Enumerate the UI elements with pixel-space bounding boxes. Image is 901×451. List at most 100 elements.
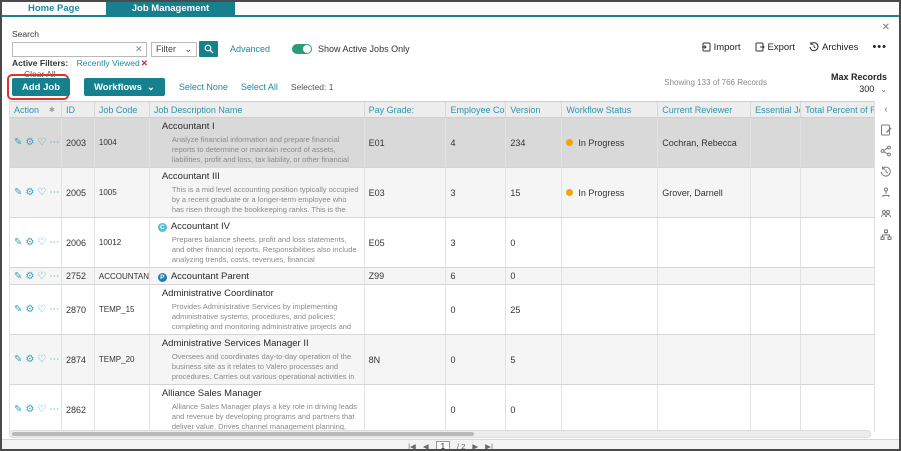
heart-icon[interactable]: ♡ <box>37 354 46 365</box>
chevron-down-icon: ⌄ <box>147 82 155 93</box>
add-job-button[interactable]: Add Job <box>12 78 70 96</box>
team-settings-icon[interactable] <box>880 208 892 220</box>
select-none-link[interactable]: Select None <box>179 82 228 92</box>
advanced-link[interactable]: Advanced <box>230 44 270 54</box>
share-network-icon[interactable] <box>880 145 892 157</box>
gear-icon[interactable]: ⚙ <box>25 187 34 198</box>
heart-icon[interactable]: ♡ <box>37 237 46 248</box>
more-icon[interactable]: ⋯ <box>49 354 59 365</box>
collapse-panel-chevron-icon[interactable]: ‹ <box>884 105 887 115</box>
gear-icon[interactable]: ⚙ <box>25 137 34 148</box>
workflows-button[interactable]: Workflows ⌄ <box>84 78 165 96</box>
org-hierarchy-person-icon[interactable] <box>880 187 892 199</box>
cell-job-code: 10012 <box>95 218 150 267</box>
table-row[interactable]: ✎ ⚙ ♡ ⋯ 2870 TEMP_15 Administrative Coor… <box>10 285 877 335</box>
more-icon[interactable]: ⋯ <box>49 237 59 248</box>
cell-total-percent-remote <box>801 335 877 384</box>
gear-icon[interactable]: ⚙ <box>25 237 34 248</box>
header-workflow-status[interactable]: Workflow Status <box>562 102 658 117</box>
remove-filter-icon[interactable]: ✕ <box>141 58 148 68</box>
more-icon[interactable]: ⋯ <box>49 404 59 415</box>
header-current-reviewer[interactable]: Current Reviewer <box>658 102 751 117</box>
cell-employee-count: 6 <box>446 268 506 284</box>
org-chart-icon[interactable] <box>880 229 892 241</box>
edit-icon[interactable]: ✎ <box>14 304 22 315</box>
table-row[interactable]: ✎ ⚙ ♡ ⋯ 2874 TEMP_20 Administrative Serv… <box>10 335 877 385</box>
heart-icon[interactable]: ♡ <box>37 404 46 415</box>
edit-icon[interactable]: ✎ <box>14 354 22 365</box>
close-icon[interactable]: ✕ <box>882 22 890 33</box>
gear-icon[interactable]: ⚙ <box>25 404 34 415</box>
table-row[interactable]: ✎ ⚙ ♡ ⋯ 2003 1004 Accountant I Analyze f… <box>10 118 877 168</box>
cell-job-code: 1004 <box>95 118 150 167</box>
heart-icon[interactable]: ♡ <box>37 137 46 148</box>
header-essential-job[interactable]: Essential Job <box>751 102 801 117</box>
parent-job-badge: P <box>158 273 167 282</box>
job-description-preview-icon[interactable] <box>880 124 892 136</box>
last-page-icon[interactable]: ▶| <box>485 442 493 451</box>
heart-icon[interactable]: ♡ <box>37 187 46 198</box>
header-id[interactable]: ID <box>62 102 95 117</box>
table-row[interactable]: ✎ ⚙ ♡ ⋯ 2752 ACCOUNTANT PAccountant Pare… <box>10 268 877 285</box>
cell-pay-grade <box>365 285 447 334</box>
header-employee-count[interactable]: Employee Count <box>446 102 506 117</box>
header-total-percent-remote[interactable]: Total Percent of Remote <box>801 102 877 117</box>
cell-version: 25 <box>506 285 562 334</box>
edit-icon[interactable]: ✎ <box>14 271 22 282</box>
more-icon[interactable]: ⋯ <box>49 187 59 198</box>
active-filters-label: Active Filters: <box>12 58 68 68</box>
export-button[interactable]: Export <box>755 42 795 53</box>
search-input[interactable] <box>12 42 147 57</box>
heart-icon[interactable]: ♡ <box>37 271 46 282</box>
max-records-dropdown[interactable]: 300⌄ <box>831 84 887 94</box>
more-icon[interactable]: ⋯ <box>49 137 59 148</box>
current-page-input[interactable]: 1 <box>436 441 450 451</box>
filter-dropdown[interactable]: Filter ⌄ <box>151 42 197 57</box>
scrollbar-thumb[interactable] <box>12 432 474 436</box>
edit-icon[interactable]: ✎ <box>14 137 22 148</box>
history-icon[interactable] <box>880 166 892 178</box>
show-active-jobs-toggle[interactable] <box>292 44 312 54</box>
gear-icon[interactable]: ⚙ <box>25 354 34 365</box>
pin-icon[interactable]: ✱ <box>49 106 55 114</box>
cell-job-description: Accountant III This is a mid level accou… <box>150 168 365 217</box>
status-dot-icon <box>566 139 573 146</box>
cell-id: 2006 <box>62 218 95 267</box>
header-action[interactable]: Action✱ <box>10 102 62 117</box>
header-job-description-name[interactable]: Job Description Name <box>150 102 365 117</box>
import-button[interactable]: Import <box>701 42 741 53</box>
edit-icon[interactable]: ✎ <box>14 237 22 248</box>
search-button[interactable] <box>199 41 218 57</box>
table-row[interactable]: ✎ ⚙ ♡ ⋯ 2862 Alliance Sales Manager Alli… <box>10 385 877 432</box>
header-version[interactable]: Version <box>506 102 562 117</box>
edit-icon[interactable]: ✎ <box>14 187 22 198</box>
job-description-text: Oversees and coordinates day-to-day oper… <box>172 352 360 382</box>
table-row[interactable]: ✎ ⚙ ♡ ⋯ 2005 1005 Accountant III This is… <box>10 168 877 218</box>
edit-icon[interactable]: ✎ <box>14 404 22 415</box>
search-clear-icon[interactable]: ✕ <box>135 44 147 55</box>
first-page-icon[interactable]: |◀ <box>408 442 416 451</box>
max-records: Max Records 300⌄ <box>831 72 887 94</box>
tab-home-page[interactable]: Home Page <box>2 2 106 15</box>
job-title: Accountant III <box>162 171 220 182</box>
archives-button[interactable]: Archives <box>809 42 858 53</box>
header-job-code[interactable]: Job Code <box>95 102 150 117</box>
header-pay-grade[interactable]: Pay Grade: <box>365 102 447 117</box>
more-options-icon[interactable]: ••• <box>872 41 887 53</box>
heart-icon[interactable]: ♡ <box>37 304 46 315</box>
tab-job-management[interactable]: Job Management <box>106 2 236 15</box>
previous-page-icon[interactable]: ◀ <box>423 442 429 451</box>
cell-version: 15 <box>506 168 562 217</box>
filter-chip-recently-viewed[interactable]: Recently Viewed✕ <box>77 58 148 68</box>
table-row[interactable]: ✎ ⚙ ♡ ⋯ 2006 10012 CAccountant IV Prepar… <box>10 218 877 268</box>
job-title: Administrative Coordinator <box>162 288 274 299</box>
select-all-link[interactable]: Select All <box>241 82 278 92</box>
more-icon[interactable]: ⋯ <box>49 304 59 315</box>
gear-icon[interactable]: ⚙ <box>25 304 34 315</box>
gear-icon[interactable]: ⚙ <box>25 271 34 282</box>
more-icon[interactable]: ⋯ <box>49 271 59 282</box>
export-icon <box>755 42 765 52</box>
next-page-icon[interactable]: ▶ <box>472 442 478 451</box>
horizontal-scrollbar[interactable] <box>9 430 871 438</box>
job-title: Alliance Sales Manager <box>162 388 262 399</box>
